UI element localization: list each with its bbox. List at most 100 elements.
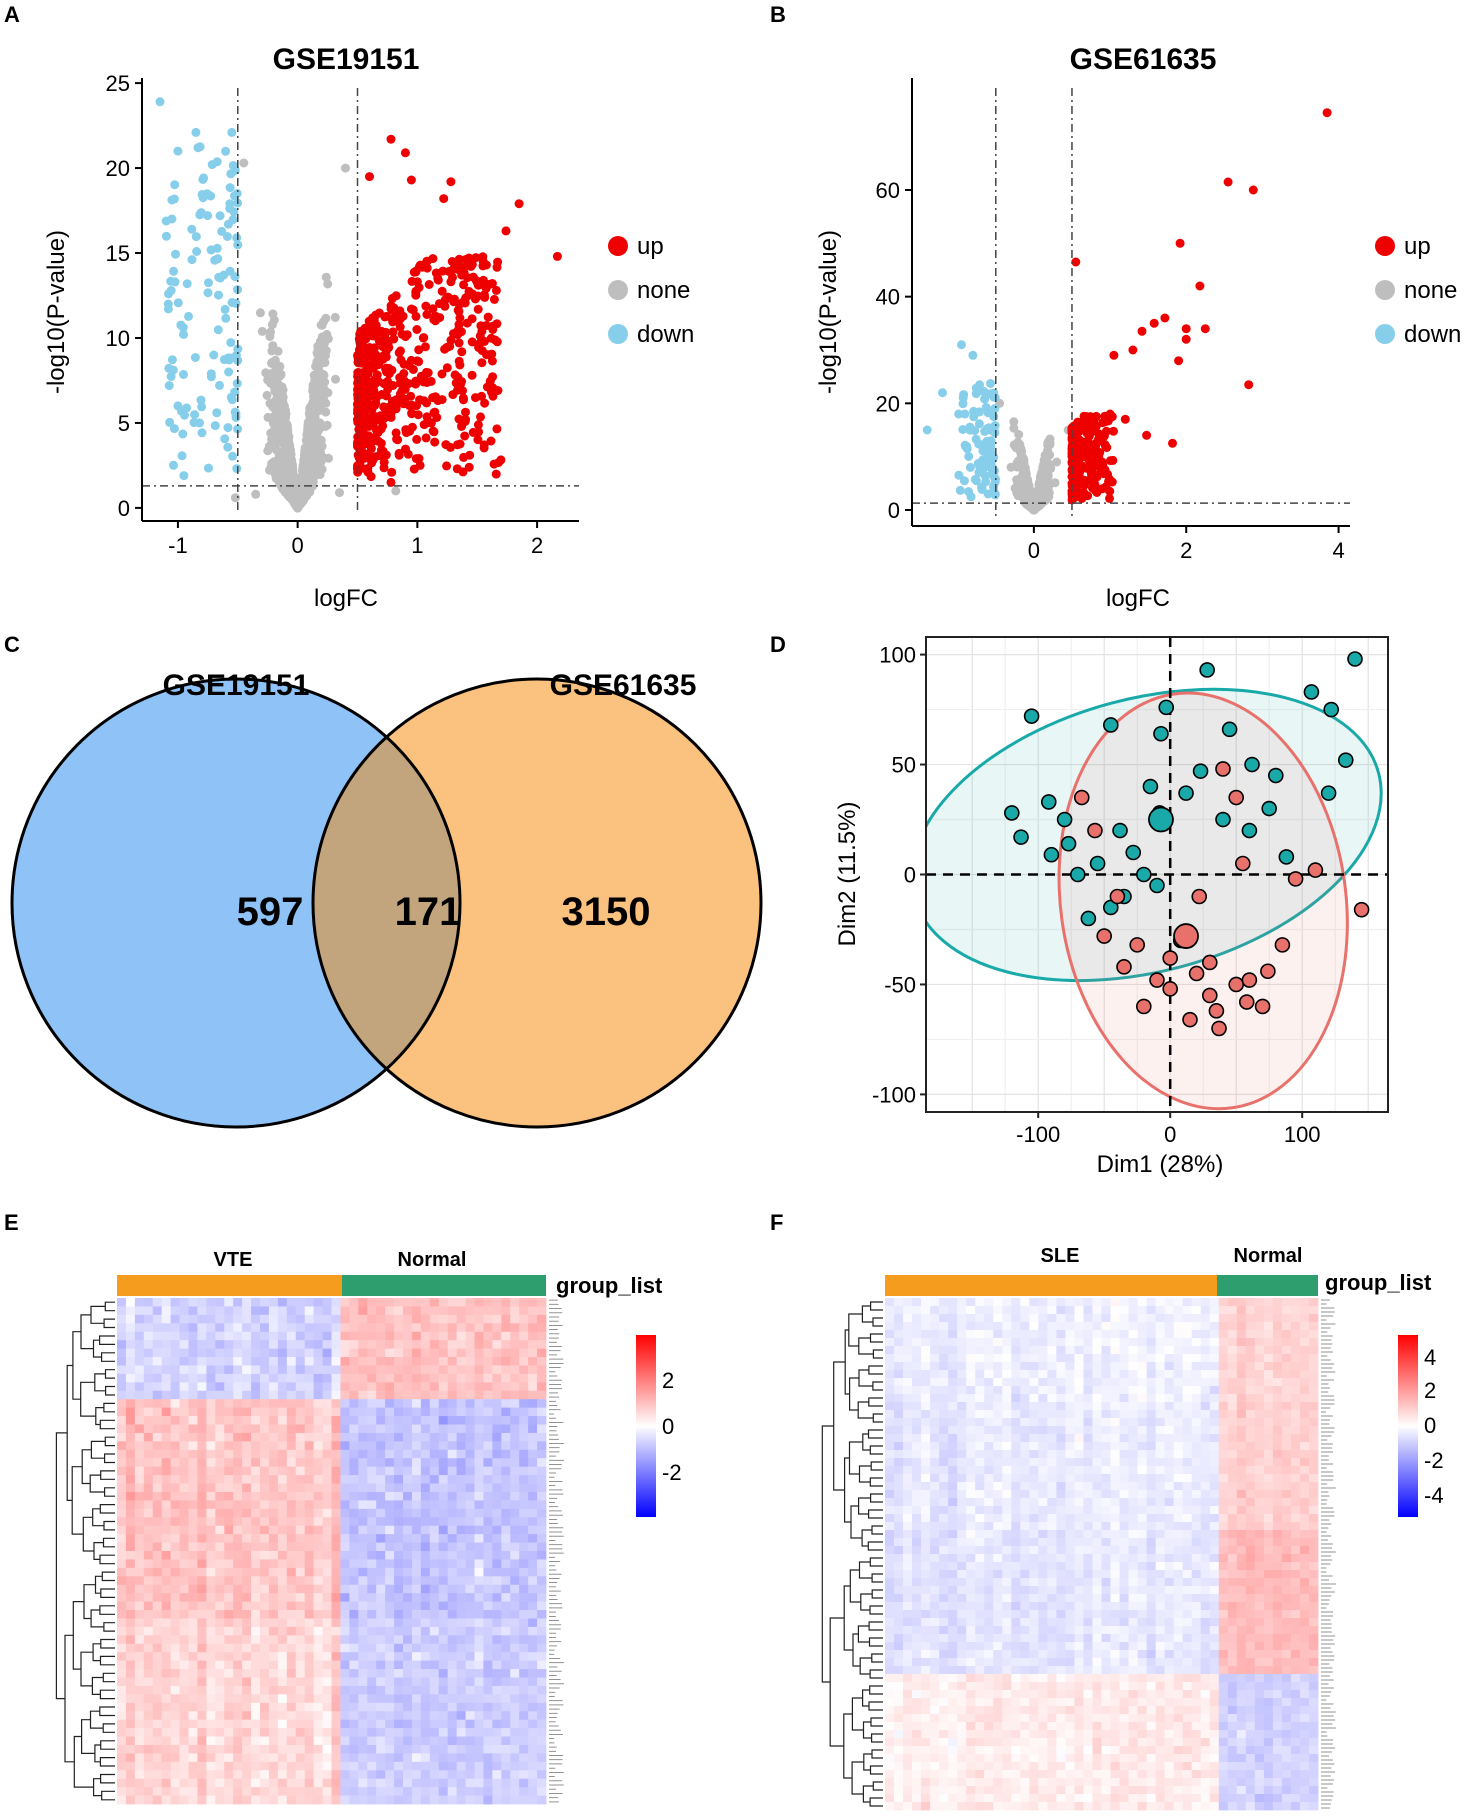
heatmap-cell xyxy=(376,1508,386,1518)
heatmap-cell xyxy=(322,1390,332,1400)
volcano-point-down xyxy=(224,367,234,377)
heatmap-cell xyxy=(286,1357,297,1366)
heatmap-cell xyxy=(420,1441,431,1451)
heatmap-cell xyxy=(268,1458,279,1468)
volcano-point-up xyxy=(368,331,378,341)
volcano-point-down xyxy=(213,325,223,335)
heatmap-cell xyxy=(465,1416,475,1425)
heatmap-cell xyxy=(420,1551,431,1560)
heatmap-cell xyxy=(403,1500,413,1510)
heatmap-cell xyxy=(277,1475,288,1484)
heatmap-cell xyxy=(519,1314,529,1324)
heatmap-cell xyxy=(143,1567,154,1577)
heatmap-cell xyxy=(340,1348,350,1358)
heatmap-cell xyxy=(403,1323,413,1333)
heatmap-cell xyxy=(268,1584,279,1594)
heatmap-cell xyxy=(340,1508,350,1518)
heatmap-cell xyxy=(152,1466,163,1476)
heatmap-cell xyxy=(260,1441,270,1451)
volcano-point-down xyxy=(204,463,213,473)
heatmap-cell xyxy=(170,1491,180,1501)
heatmap-cell xyxy=(492,1373,502,1383)
heatmap-cell xyxy=(528,1466,538,1476)
heatmap-cell xyxy=(528,1458,538,1468)
heatmap-cell xyxy=(143,1399,154,1409)
heatmap-cell xyxy=(125,1500,136,1510)
heatmap-cell xyxy=(251,1373,261,1383)
volcano-point-down xyxy=(191,232,201,242)
heatmap-cell xyxy=(376,1466,386,1476)
heatmap-cell xyxy=(456,1298,466,1307)
pca-point-group1 xyxy=(1347,651,1363,667)
heatmap-cell xyxy=(260,1314,270,1324)
heatmap-cell xyxy=(385,1407,395,1417)
heatmap-cell xyxy=(483,1365,493,1375)
heatmap-cell xyxy=(519,1331,529,1341)
volcano-point-up xyxy=(357,358,367,368)
heatmap-cell xyxy=(206,1567,216,1577)
heatmap-cell xyxy=(420,1567,431,1577)
heatmap-cell xyxy=(358,1373,368,1383)
heatmap-cell xyxy=(447,1542,458,1552)
heatmap-cell xyxy=(367,1491,377,1501)
heatmap-cell xyxy=(528,1399,538,1409)
heatmap-cell xyxy=(125,1298,136,1307)
heatmap-cell xyxy=(367,1331,377,1341)
volcano-point-up xyxy=(446,335,456,345)
heatmap-cell xyxy=(420,1576,431,1586)
heatmap-cell xyxy=(483,1483,493,1493)
volcano-point-up xyxy=(354,424,364,434)
heatmap-cell xyxy=(411,1508,422,1518)
heatmap-cell xyxy=(367,1500,377,1510)
heatmap-cell xyxy=(286,1576,297,1586)
heatmap-cell xyxy=(340,1416,350,1425)
heatmap-cell xyxy=(322,1491,332,1501)
heatmap-cell xyxy=(161,1466,172,1476)
heatmap-cell xyxy=(447,1331,458,1341)
heatmap-cell xyxy=(277,1491,288,1501)
heatmap-cell xyxy=(161,1567,172,1577)
heatmap-cell xyxy=(134,1424,145,1434)
heatmap-cell xyxy=(438,1382,449,1392)
heatmap-cell xyxy=(251,1475,261,1484)
heatmap-cell xyxy=(429,1390,440,1400)
heatmap-cell xyxy=(117,1458,127,1468)
heatmap-cell xyxy=(340,1340,350,1349)
heatmap-cell xyxy=(465,1365,475,1375)
heatmap-cell xyxy=(349,1407,359,1417)
x-tick-label: 0 xyxy=(1164,1122,1176,1147)
heatmap-cell xyxy=(501,1357,511,1366)
heatmap-cell xyxy=(447,1491,458,1501)
heatmap-cell xyxy=(233,1432,243,1442)
volcano-point-down xyxy=(226,338,236,348)
heatmap-cell xyxy=(233,1475,243,1484)
heatmap-cell xyxy=(411,1399,422,1409)
heatmap-cell xyxy=(143,1449,154,1459)
pca-point-group1 xyxy=(1060,835,1077,852)
volcano-point-up xyxy=(1195,281,1205,291)
heatmap-cell xyxy=(170,1559,180,1569)
heatmap-cell xyxy=(465,1407,475,1417)
heatmap-cell xyxy=(197,1458,207,1468)
heatmap-cell xyxy=(224,1491,234,1501)
heatmap-cell xyxy=(420,1534,431,1543)
heatmap-cell xyxy=(233,1407,243,1417)
heatmap-cell xyxy=(420,1416,431,1425)
heatmap-cell xyxy=(411,1559,422,1569)
volcano-point-down xyxy=(173,146,183,156)
heatmap-cell xyxy=(429,1323,440,1333)
heatmap-cell xyxy=(358,1340,368,1349)
heatmap-cell xyxy=(492,1357,502,1366)
heatmap-cell xyxy=(313,1491,323,1501)
heatmap-cell xyxy=(403,1407,413,1417)
heatmap-cell xyxy=(519,1373,529,1383)
heatmap-cell xyxy=(331,1340,341,1349)
heatmap-cell xyxy=(465,1340,475,1349)
heatmap-cell xyxy=(403,1559,413,1569)
volcano-point-down xyxy=(220,434,230,444)
heatmap-cell xyxy=(376,1314,386,1324)
heatmap-cell xyxy=(411,1542,422,1552)
heatmap-cell xyxy=(474,1432,484,1442)
heatmap-cell xyxy=(331,1508,341,1518)
heatmap-cell xyxy=(492,1348,502,1358)
